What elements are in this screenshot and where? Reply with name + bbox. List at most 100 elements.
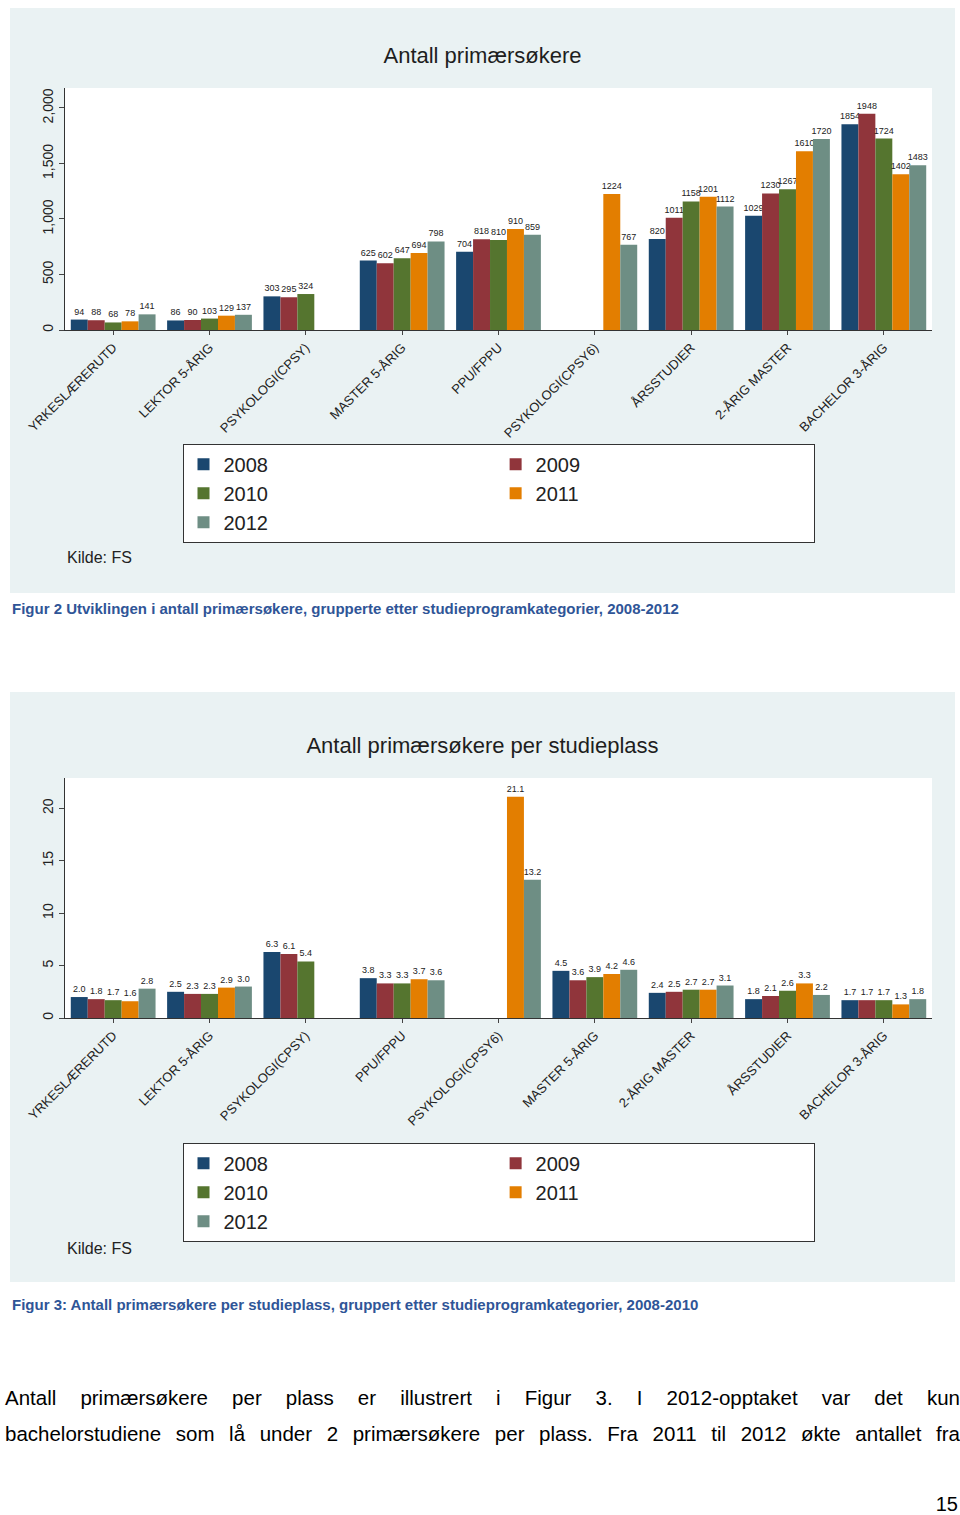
svg-text:PSYKOLOGI(CPSY): PSYKOLOGI(CPSY): [217, 1028, 312, 1123]
svg-text:1,000: 1,000: [40, 199, 56, 234]
svg-text:3.3: 3.3: [798, 970, 811, 980]
svg-text:141: 141: [140, 301, 155, 311]
svg-text:BACHELOR 3-ÅRIG: BACHELOR 3-ÅRIG: [796, 340, 890, 434]
svg-text:767: 767: [621, 232, 636, 242]
svg-text:1230: 1230: [761, 180, 781, 190]
svg-text:3.6: 3.6: [572, 967, 585, 977]
svg-text:2.5: 2.5: [668, 979, 681, 989]
svg-text:3.3: 3.3: [379, 970, 392, 980]
svg-text:1.7: 1.7: [107, 987, 120, 997]
svg-text:2.8: 2.8: [141, 976, 154, 986]
svg-text:MASTER 5-ÅRIG: MASTER 5-ÅRIG: [327, 340, 409, 422]
svg-text:137: 137: [236, 302, 251, 312]
svg-text:3.9: 3.9: [589, 964, 602, 974]
svg-text:2,000: 2,000: [40, 88, 56, 123]
svg-text:1.3: 1.3: [895, 991, 908, 1001]
svg-text:1.8: 1.8: [90, 986, 103, 996]
svg-text:818: 818: [474, 226, 489, 236]
svg-text:0: 0: [40, 1012, 56, 1020]
svg-text:88: 88: [91, 307, 101, 317]
svg-text:2011: 2011: [536, 483, 579, 505]
svg-text:2010: 2010: [224, 1182, 269, 1204]
svg-text:2.3: 2.3: [203, 981, 216, 991]
svg-text:1.7: 1.7: [844, 987, 857, 997]
svg-text:694: 694: [412, 240, 427, 250]
svg-text:647: 647: [395, 245, 410, 255]
svg-text:1224: 1224: [602, 181, 622, 191]
svg-text:1267: 1267: [777, 176, 797, 186]
svg-text:1.8: 1.8: [747, 986, 760, 996]
svg-text:1158: 1158: [681, 188, 700, 198]
svg-text:2-ÅRIG MASTER: 2-ÅRIG MASTER: [616, 1028, 698, 1110]
svg-text:103: 103: [202, 306, 217, 316]
svg-text:78: 78: [125, 308, 135, 318]
svg-text:2.1: 2.1: [764, 983, 777, 993]
svg-text:2008: 2008: [224, 1153, 269, 1175]
svg-text:2.6: 2.6: [781, 978, 794, 988]
svg-text:1112: 1112: [716, 194, 735, 204]
svg-text:LEKTOR 5-ÅRIG: LEKTOR 5-ÅRIG: [136, 340, 216, 420]
svg-text:1.7: 1.7: [878, 987, 891, 997]
svg-text:2.9: 2.9: [220, 975, 233, 985]
svg-text:2012: 2012: [224, 512, 269, 534]
svg-text:1402: 1402: [891, 161, 911, 171]
svg-text:86: 86: [171, 307, 181, 317]
svg-text:1610: 1610: [794, 138, 814, 148]
svg-text:13.2: 13.2: [524, 867, 542, 877]
svg-text:68: 68: [108, 309, 118, 319]
svg-text:6.1: 6.1: [283, 941, 296, 951]
svg-text:2.3: 2.3: [186, 981, 199, 991]
svg-text:1.8: 1.8: [911, 986, 924, 996]
svg-text:2.0: 2.0: [73, 984, 86, 994]
svg-text:1724: 1724: [874, 126, 894, 136]
svg-text:MASTER 5-ÅRIG: MASTER 5-ÅRIG: [519, 1028, 601, 1110]
svg-text:2-ÅRIG MASTER: 2-ÅRIG MASTER: [712, 340, 794, 422]
svg-text:910: 910: [508, 216, 523, 226]
svg-text:4.5: 4.5: [555, 958, 568, 968]
svg-text:6.3: 6.3: [266, 939, 279, 949]
svg-text:5.4: 5.4: [300, 948, 313, 958]
svg-text:303: 303: [264, 283, 279, 293]
svg-text:1.6: 1.6: [124, 988, 137, 998]
svg-text:625: 625: [361, 248, 376, 258]
svg-text:2009: 2009: [536, 454, 581, 476]
svg-text:Antall primærsøkere: Antall primærsøkere: [383, 43, 581, 68]
svg-text:5: 5: [40, 959, 56, 967]
svg-text:500: 500: [40, 261, 56, 285]
svg-text:1,500: 1,500: [40, 144, 56, 179]
svg-text:ÅRSSTUDIER: ÅRSSTUDIER: [628, 340, 698, 410]
svg-text:2008: 2008: [224, 454, 269, 476]
svg-text:PPU/FPPU: PPU/FPPU: [352, 1028, 409, 1085]
svg-text:94: 94: [74, 307, 84, 317]
svg-text:3.8: 3.8: [362, 965, 375, 975]
svg-text:2.7: 2.7: [702, 977, 715, 987]
svg-text:1029: 1029: [744, 203, 764, 213]
svg-text:3.7: 3.7: [413, 966, 426, 976]
svg-text:20: 20: [40, 798, 56, 814]
svg-text:4.2: 4.2: [606, 961, 619, 971]
svg-text:Antall primærsøkere per studie: Antall primærsøkere per studieplass: [306, 733, 658, 758]
svg-text:Kilde: FS: Kilde: FS: [67, 1240, 132, 1257]
svg-text:820: 820: [650, 226, 665, 236]
svg-text:PSYKOLOGI(CPSY): PSYKOLOGI(CPSY): [217, 340, 312, 435]
svg-text:0: 0: [40, 324, 56, 332]
svg-text:602: 602: [378, 250, 393, 260]
svg-text:2009: 2009: [536, 1153, 581, 1175]
svg-text:1483: 1483: [908, 152, 928, 162]
svg-text:YRKESLÆRERUTD: YRKESLÆRERUTD: [26, 340, 120, 434]
svg-text:1854: 1854: [840, 111, 860, 121]
svg-text:2.4: 2.4: [651, 980, 664, 990]
svg-text:129: 129: [219, 303, 234, 313]
svg-text:1011: 1011: [665, 205, 684, 215]
svg-text:3.6: 3.6: [430, 967, 443, 977]
svg-text:2.7: 2.7: [685, 977, 698, 987]
svg-text:15: 15: [40, 851, 56, 867]
svg-text:1948: 1948: [857, 101, 877, 111]
svg-text:1201: 1201: [698, 184, 718, 194]
svg-text:BACHELOR 3-ÅRIG: BACHELOR 3-ÅRIG: [796, 1028, 890, 1122]
svg-text:LEKTOR 5-ÅRIG: LEKTOR 5-ÅRIG: [136, 1028, 216, 1108]
svg-text:Kilde: FS: Kilde: FS: [67, 549, 132, 566]
svg-text:21.1: 21.1: [507, 784, 525, 794]
svg-text:PSYKOLOGI(CPSY6): PSYKOLOGI(CPSY6): [501, 340, 602, 441]
svg-text:1720: 1720: [811, 126, 831, 136]
